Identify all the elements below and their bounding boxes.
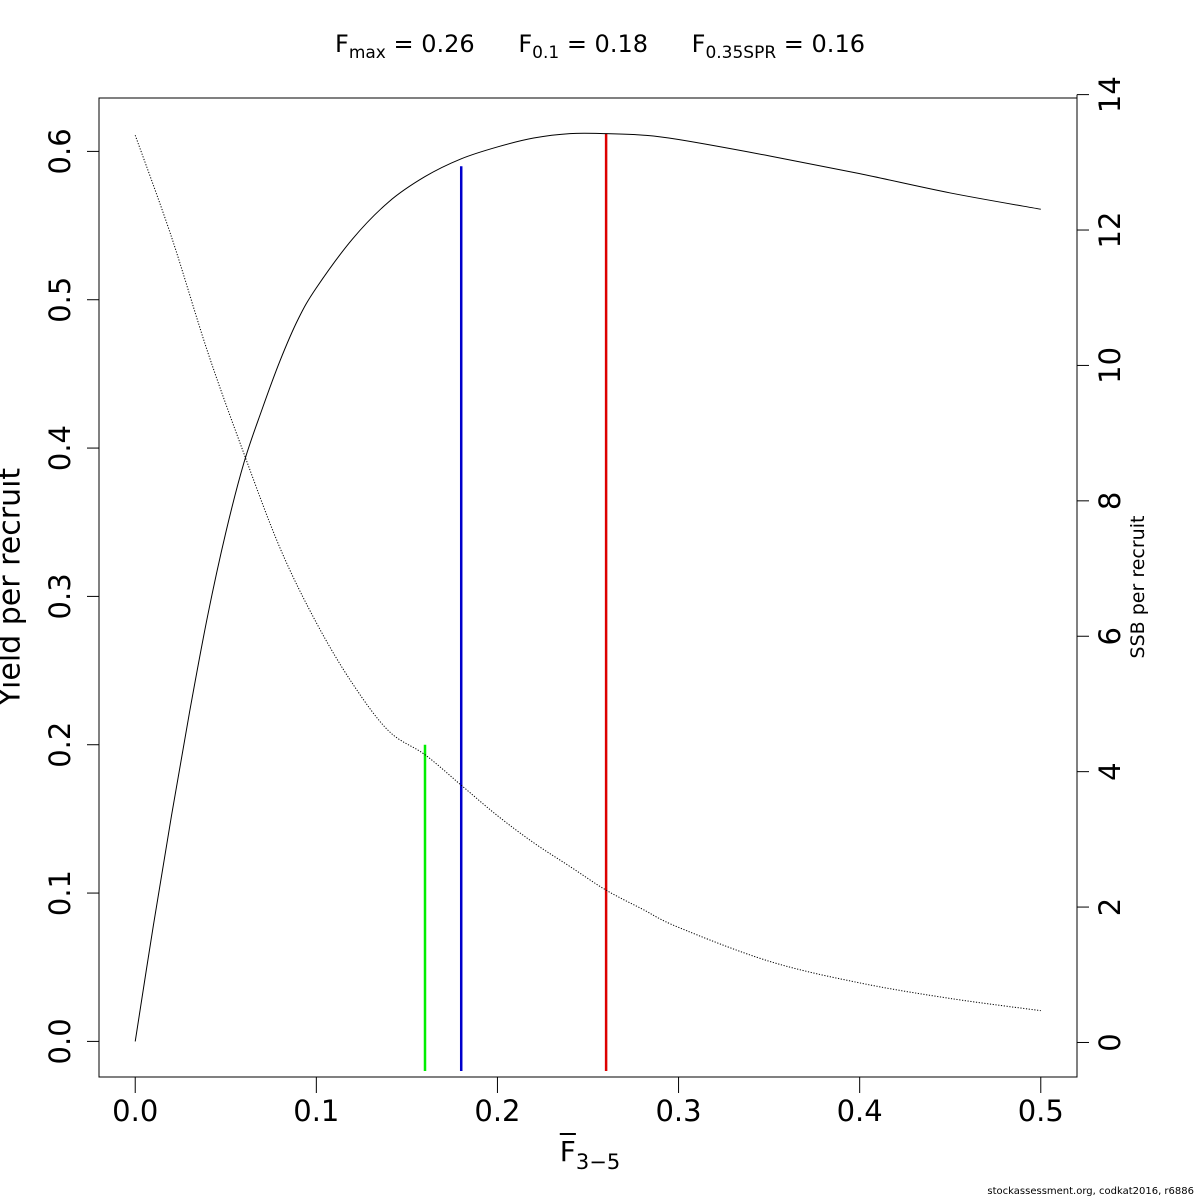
x-tick-label: 0.2 [474,1094,520,1128]
y2-tick-label: 2 [1093,898,1127,916]
x-tick-label: 0.5 [1018,1094,1064,1128]
plot-frame [98,97,1078,1078]
y-axis-left: 0.0 0.1 0.2 0.3 0.4 0.5 0.6 [43,128,100,1064]
x-tick-label: 0.0 [112,1094,158,1128]
x-tick-label: 0.4 [837,1094,883,1128]
y-tick-label: 0.4 [43,425,77,471]
fmax-value: = 0.26 [385,30,475,58]
footer-credit: stockassessment.org, codkat2016, r6886 [987,1186,1194,1197]
reference-lines [423,133,608,1071]
x-axis-label-main: F [559,1135,576,1168]
f01-symbol: F [518,30,533,58]
chart-title: Fmax = 0.26 F0.1 = 0.18 F0.35SPR = 0.16 [0,30,1200,63]
f01-subscript: 0.1 [532,43,560,63]
data-series [134,132,1041,1042]
f01-value: = 0.18 [559,30,648,58]
x-axis-label: F3−5 [500,1135,680,1174]
fmax-symbol: F [335,30,349,58]
y-axis-right: 0 2 4 6 8 10 12 14 [1076,76,1127,1052]
y2-tick-label: 8 [1093,492,1127,510]
fmax-subscript: max [348,43,386,63]
y2-tick-label: 4 [1093,762,1127,780]
y-tick-label: 0.2 [43,722,77,768]
y-tick-label: 0.5 [43,277,77,323]
y2-tick-label: 12 [1093,212,1127,249]
f035spr-value: = 0.16 [776,30,865,58]
y-axis-left-label: Yield per recruit [0,467,28,707]
x-axis-label-subscript: 3−5 [575,1150,621,1174]
ssb-per-recruit-line [134,135,1041,1012]
f035spr-label: F0.35SPR = 0.16 [692,30,865,63]
x-tick-label: 0.1 [293,1094,339,1128]
f01-label: F0.1 = 0.18 [518,30,648,63]
y-tick-label: 0.0 [43,1018,77,1064]
fmax-label: Fmax = 0.26 [335,30,475,63]
y-axis-right-label: SSB per recruit [1127,515,1149,659]
yield-per-recruit-line [134,132,1041,1042]
y2-tick-label: 0 [1093,1033,1127,1051]
y2-tick-label: 14 [1093,76,1127,113]
y-tick-label: 0.1 [43,870,77,916]
x-axis: 0.0 0.1 0.2 0.3 0.4 0.5 [112,1076,1064,1128]
y2-tick-label: 10 [1093,347,1127,384]
f035spr-subscript: 0.35SPR [705,43,777,63]
y2-tick-label: 6 [1093,627,1127,645]
f035spr-symbol: F [691,30,706,58]
y-tick-label: 0.3 [43,573,77,619]
y-tick-label: 0.6 [43,128,77,174]
x-tick-label: 0.3 [655,1094,701,1128]
